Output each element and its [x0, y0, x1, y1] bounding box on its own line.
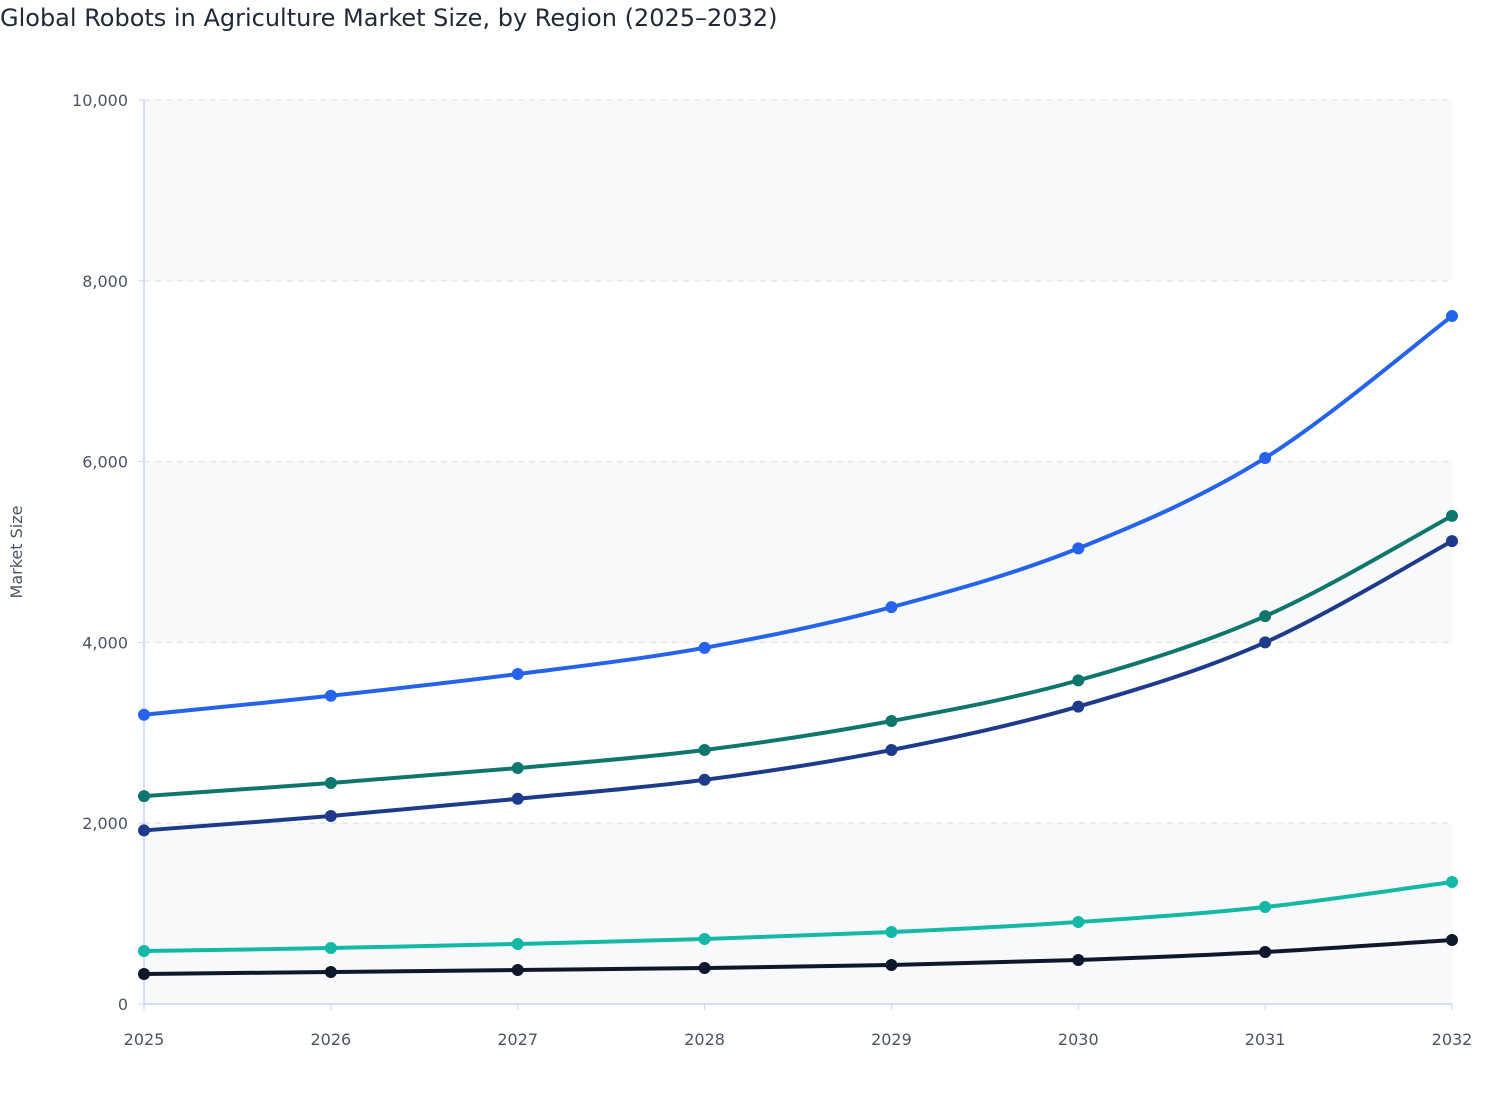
data-point [1259, 636, 1272, 649]
data-point [324, 809, 337, 822]
data-point [511, 964, 524, 977]
data-point [1072, 674, 1085, 687]
data-point [1259, 901, 1272, 914]
y-tick-label: 2,000 [82, 814, 128, 833]
data-point [138, 824, 150, 837]
data-point [1446, 509, 1458, 522]
y-tick-label: 6,000 [82, 453, 128, 472]
series-line-1 [142, 513, 1454, 799]
series-line-4 [142, 937, 1454, 976]
data-point [138, 708, 150, 721]
data-point [698, 962, 711, 975]
y-tick-label: 8,000 [82, 272, 128, 291]
data-point [511, 668, 524, 681]
x-tick-label: 2026 [310, 1030, 351, 1049]
data-point [1446, 535, 1458, 548]
x-tick-label: 2027 [497, 1030, 538, 1049]
data-point [1259, 451, 1272, 464]
data-point [1259, 946, 1272, 959]
series-line-2 [142, 539, 1454, 833]
data-point [1072, 700, 1085, 713]
grid-band [144, 100, 1452, 281]
data-point [698, 743, 711, 756]
data-point [511, 937, 524, 950]
data-point [511, 792, 524, 805]
y-tick-label: 4,000 [82, 633, 128, 652]
data-point [698, 641, 711, 654]
data-point [324, 689, 337, 702]
data-point [324, 942, 337, 955]
x-tick-label: 2025 [124, 1030, 165, 1049]
y-axis-label: Market Size [7, 506, 26, 599]
data-point [1072, 953, 1085, 966]
data-point [138, 967, 150, 980]
data-point [1446, 933, 1458, 946]
grid-band [144, 823, 1452, 1004]
x-tick-label: 2032 [1432, 1030, 1473, 1049]
chart-title: Global Robots in Agriculture Market Size… [0, 4, 778, 32]
data-point [138, 945, 150, 958]
data-point [138, 790, 150, 803]
data-point [885, 715, 898, 728]
data-point [1072, 916, 1085, 929]
data-point [1259, 610, 1272, 623]
data-point [885, 959, 898, 972]
data-point [511, 762, 524, 775]
x-tick-label: 2030 [1058, 1030, 1099, 1049]
x-tick-label: 2029 [871, 1030, 912, 1049]
data-point [1072, 542, 1085, 555]
x-tick-label: 2028 [684, 1030, 725, 1049]
data-point [885, 601, 898, 614]
grid-band [144, 461, 1452, 643]
y-tick-label: 10,000 [72, 91, 128, 110]
data-point [698, 773, 711, 786]
data-point [1446, 875, 1458, 888]
data-point [885, 926, 898, 939]
y-tick-label: 0 [118, 995, 128, 1014]
data-point [324, 776, 337, 789]
data-point [1446, 310, 1458, 323]
series-line-3 [142, 879, 1454, 954]
data-point [885, 743, 898, 756]
data-point [698, 933, 711, 946]
data-point [324, 965, 337, 978]
x-tick-label: 2031 [1245, 1030, 1286, 1049]
